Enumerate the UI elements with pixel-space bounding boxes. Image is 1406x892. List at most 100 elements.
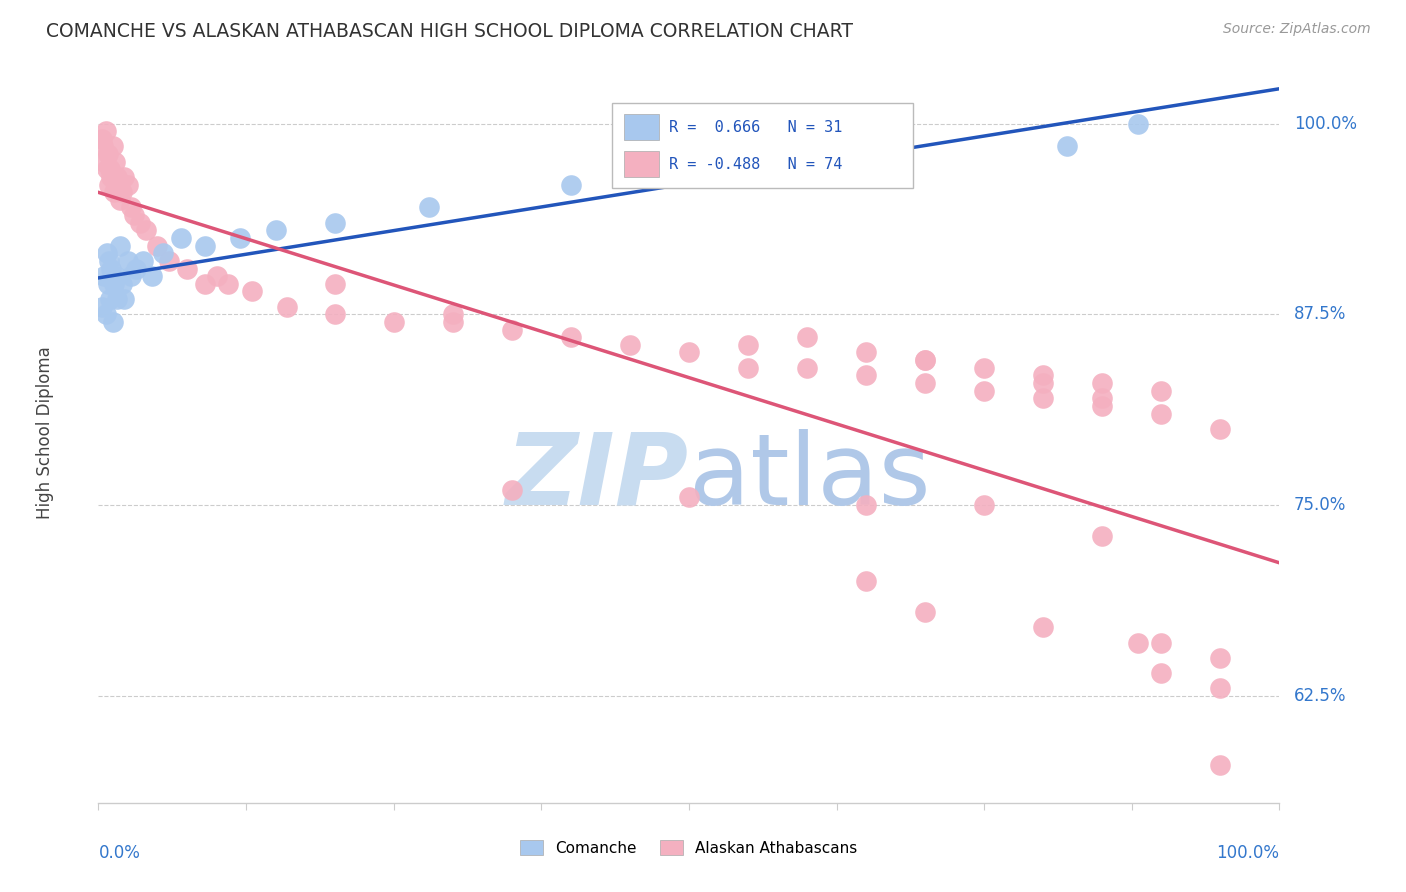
Point [737, 154, 759, 169]
Point [101, 139, 124, 153]
Point [101, 315, 124, 329]
Text: COMANCHE VS ALASKAN ATHABASCAN HIGH SCHOOL DIPLOMA CORRELATION CHART: COMANCHE VS ALASKAN ATHABASCAN HIGH SCHO… [46, 22, 853, 41]
Point [323, 216, 346, 230]
Point [796, 360, 818, 375]
Text: 75.0%: 75.0% [1294, 496, 1346, 514]
Point [737, 360, 759, 375]
Point [1150, 384, 1173, 398]
Point [217, 277, 239, 291]
Point [1126, 635, 1149, 649]
Point [105, 292, 128, 306]
Point [855, 574, 877, 589]
Point [111, 277, 134, 291]
Point [914, 376, 936, 390]
Point [100, 169, 122, 184]
Point [1150, 407, 1173, 421]
Bar [624, 152, 659, 178]
Point [98, 253, 121, 268]
Point [205, 269, 228, 284]
Point [914, 353, 936, 368]
Point [194, 277, 217, 291]
Point [1032, 620, 1054, 634]
Point [973, 498, 995, 512]
Point [914, 605, 936, 619]
Point [501, 322, 523, 336]
Point [1209, 681, 1232, 696]
Point [98, 178, 121, 192]
Point [1126, 116, 1149, 130]
Point [112, 292, 135, 306]
Point [128, 216, 150, 230]
Point [1032, 376, 1054, 390]
Point [1091, 376, 1114, 390]
Point [91, 139, 114, 153]
Point [122, 208, 145, 222]
Point [94, 124, 117, 138]
Point [441, 315, 464, 329]
Point [176, 261, 198, 276]
Point [96, 246, 118, 260]
Text: 62.5%: 62.5% [1294, 687, 1346, 705]
Point [152, 246, 174, 260]
Text: R =  0.666   N = 31: R = 0.666 N = 31 [669, 120, 842, 135]
Point [418, 201, 440, 215]
Text: Source: ZipAtlas.com: Source: ZipAtlas.com [1223, 22, 1371, 37]
Point [1150, 635, 1173, 649]
Point [1209, 650, 1232, 665]
Point [323, 307, 346, 321]
Point [1091, 391, 1114, 405]
Point [1209, 757, 1232, 772]
Text: atlas: atlas [689, 428, 931, 525]
Point [94, 307, 117, 321]
Point [93, 269, 115, 284]
Point [737, 338, 759, 352]
Point [100, 261, 122, 276]
Point [973, 384, 995, 398]
Text: ZIP: ZIP [506, 428, 689, 525]
Point [121, 269, 143, 284]
Text: High School Diploma: High School Diploma [37, 346, 55, 519]
Point [157, 253, 180, 268]
Point [146, 238, 169, 252]
Point [104, 154, 127, 169]
Point [1209, 422, 1232, 436]
Bar [624, 114, 659, 140]
Point [141, 269, 163, 284]
Point [382, 315, 405, 329]
Point [135, 223, 157, 237]
Point [105, 269, 128, 284]
Point [105, 169, 128, 184]
Point [855, 368, 877, 383]
Point [276, 300, 298, 314]
Point [1091, 529, 1114, 543]
Point [240, 285, 263, 299]
Point [501, 483, 523, 497]
Point [560, 330, 582, 344]
Point [117, 253, 139, 268]
Text: 87.5%: 87.5% [1294, 305, 1346, 323]
Point [105, 178, 128, 192]
Text: 0.0%: 0.0% [98, 844, 141, 862]
Text: 100.0%: 100.0% [1294, 114, 1357, 133]
Point [796, 330, 818, 344]
Point [108, 193, 131, 207]
Point [1091, 399, 1114, 413]
Point [117, 178, 139, 192]
Point [1150, 666, 1173, 681]
Text: R = -0.488   N = 74: R = -0.488 N = 74 [669, 157, 842, 172]
Point [678, 491, 700, 505]
Point [973, 360, 995, 375]
Point [111, 185, 134, 199]
Point [855, 345, 877, 359]
Point [97, 277, 120, 291]
Point [914, 353, 936, 368]
Point [194, 238, 217, 252]
Point [97, 147, 120, 161]
Point [229, 231, 252, 245]
Point [1056, 139, 1078, 153]
Point [103, 185, 125, 199]
Point [93, 154, 115, 169]
Legend: Comanche, Alaskan Athabascans: Comanche, Alaskan Athabascans [515, 834, 863, 862]
Point [91, 300, 114, 314]
Point [855, 498, 877, 512]
